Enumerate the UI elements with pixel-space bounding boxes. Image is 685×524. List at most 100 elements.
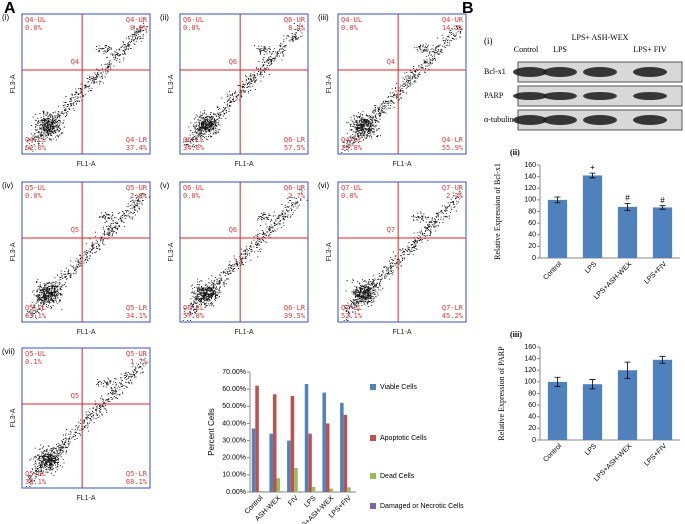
quadrant-percent: 62.0%	[25, 144, 47, 152]
quadrant-name: Q4-UL	[25, 16, 46, 24]
y-tick-label: 30.00%	[222, 437, 246, 444]
bar	[347, 487, 351, 492]
quadrant-name: Q5-UR	[126, 350, 148, 358]
blot-band	[513, 67, 547, 77]
event-cloud	[26, 192, 150, 319]
blot-band	[583, 67, 617, 77]
annotation: #	[625, 193, 630, 202]
axis-label: FL1-A	[234, 161, 253, 168]
axis-label: FL1-A	[234, 329, 253, 336]
blot-band	[513, 92, 547, 100]
error-bar	[624, 361, 631, 379]
y-tick-label: 20.00%	[222, 455, 246, 462]
quadrant-percent: 52.1%	[341, 312, 363, 320]
quadrant-percent: 57.5%	[284, 144, 306, 152]
bar	[294, 468, 298, 492]
bar	[269, 433, 273, 492]
quadrant-center: Q6	[229, 226, 237, 234]
axis-label: FL3-A	[10, 74, 17, 93]
y-axis-label: Percent Cells	[207, 408, 216, 456]
quadrant-center: Q7	[387, 226, 395, 234]
quadrant-name: Q5-UL	[25, 184, 46, 192]
bar	[322, 392, 326, 492]
quadrant-percent: 34.0%	[183, 144, 205, 152]
y-axis-label: Relative Expression of Bcl-x1	[493, 163, 502, 260]
bar	[290, 396, 295, 492]
legend-swatch	[370, 435, 376, 441]
quadrant-percent: 30.1%	[25, 478, 47, 486]
y-tick-label: 160	[524, 162, 536, 169]
x-tick-label: LPS	[584, 443, 599, 458]
quadrant-name: Q6-UR	[284, 184, 306, 192]
quadrant-name: Q5-UR	[126, 184, 148, 192]
quadrant-name: Q7-LR	[442, 304, 464, 312]
y-tick-label: 40.00%	[222, 420, 246, 427]
bar	[304, 384, 309, 492]
blot-column: LPS	[553, 45, 567, 54]
plot-label: (ii)	[160, 13, 169, 22]
plot-frame	[21, 181, 151, 323]
chart-title: (ii)	[510, 148, 520, 157]
x-tick-label: LPS+FIV	[643, 443, 668, 468]
blot-column: LPS+ ASH-WEX	[572, 33, 629, 42]
bar	[308, 433, 312, 492]
quadrant-percent: 29.8%	[341, 144, 363, 152]
quadrant-center: Q5	[71, 392, 79, 400]
y-tick-label: 140	[524, 173, 536, 180]
x-tick-label: Control	[542, 260, 563, 281]
quadrant-percent: 2.7%	[288, 192, 306, 200]
event-cloud	[25, 354, 149, 488]
quadrant-percent: 0.0%	[341, 24, 359, 32]
annotation: +	[590, 163, 595, 172]
legend-swatch	[370, 384, 376, 390]
blot-band	[543, 92, 577, 100]
axis-label: FL3-A	[168, 242, 175, 261]
legend-label: Viable Cells	[380, 384, 417, 391]
blot-band	[633, 115, 667, 125]
quadrant-name: Q6-LR	[284, 304, 306, 312]
bar	[343, 414, 348, 492]
error-bar	[659, 355, 666, 364]
quadrant-name: Q7-UR	[442, 184, 464, 192]
event-cloud	[343, 190, 462, 322]
quadrant-name: Q5-LR	[126, 304, 148, 312]
quadrant-percent: 14.3%	[442, 24, 464, 32]
quadrant-name: Q4-UR	[126, 16, 148, 24]
quadrant-percent: 0.0%	[25, 192, 43, 200]
quadrant-percent: 55.9%	[442, 144, 464, 152]
y-tick-label: 10.00%	[222, 472, 246, 479]
blot-band	[543, 115, 577, 125]
plot-label: (i)	[2, 13, 9, 22]
y-tick-label: 0	[532, 437, 536, 444]
bar	[287, 440, 291, 492]
bar	[617, 370, 638, 440]
bar	[582, 175, 603, 258]
event-cloud	[182, 23, 303, 148]
plot-label: (iv)	[2, 181, 13, 190]
legend-swatch	[370, 473, 376, 479]
quadrant-name: Q4-LL	[341, 136, 362, 144]
y-tick-label: 60	[528, 220, 536, 227]
bar	[311, 486, 316, 492]
error-bar	[554, 196, 561, 204]
plot-label: (iii)	[318, 13, 329, 22]
y-tick-label: 120	[524, 185, 536, 192]
quadrant-name: Q5-LR	[126, 470, 148, 478]
blot-row: PARP	[484, 91, 504, 100]
bar	[547, 199, 568, 258]
event-cloud	[341, 25, 463, 154]
error-bar	[589, 379, 596, 390]
quadrant-percent: 2.7%	[446, 192, 464, 200]
quadrant-percent: 0.0%	[183, 192, 201, 200]
blot-band	[583, 92, 617, 100]
error-bar	[659, 205, 666, 210]
axis-label: FL3-A	[10, 408, 17, 427]
y-tick-label: 20	[528, 425, 536, 432]
bar	[652, 359, 673, 440]
y-tick-label: 40	[528, 232, 536, 239]
quadrant-percent: 45.2%	[442, 312, 464, 320]
annotation: #	[660, 196, 665, 205]
quadrant-percent: 2.8%	[130, 192, 148, 200]
quadrant-percent: 0.1%	[25, 358, 43, 366]
quadrant-percent: 39.5%	[284, 312, 306, 320]
